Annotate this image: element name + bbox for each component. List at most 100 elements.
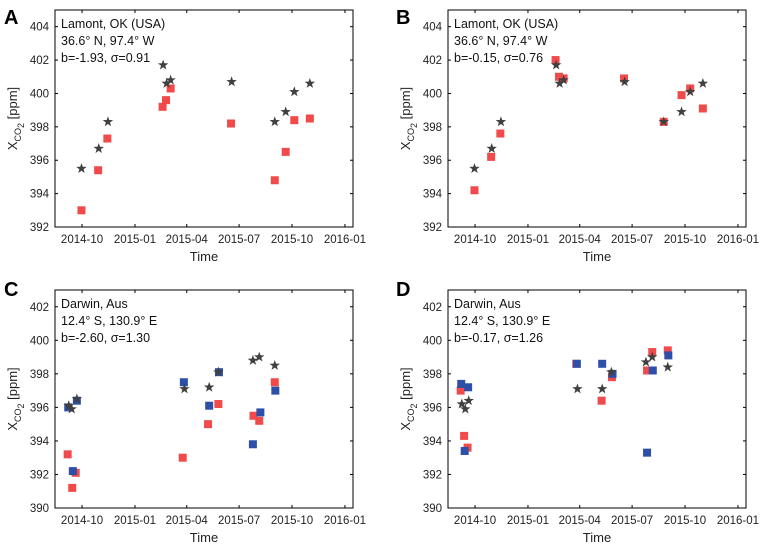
data-point-observation bbox=[213, 366, 224, 377]
data-point-model-alt bbox=[271, 386, 280, 395]
y-tick-label: 400 bbox=[30, 88, 49, 100]
y-tick-label: 398 bbox=[30, 369, 49, 381]
data-point-model-alt bbox=[464, 383, 473, 392]
data-point-model bbox=[305, 114, 314, 123]
data-point-model-alt bbox=[68, 467, 77, 476]
data-point-model bbox=[158, 102, 167, 111]
panel-letter: B bbox=[396, 7, 410, 29]
data-point-observation bbox=[606, 366, 617, 377]
data-point-observation bbox=[640, 356, 652, 367]
data-point-model bbox=[255, 416, 264, 425]
annotation-line: Darwin, Aus bbox=[61, 297, 128, 311]
x-tick-label: 2016-01 bbox=[324, 515, 366, 527]
data-point-model bbox=[249, 411, 258, 420]
data-point-observation bbox=[662, 361, 673, 372]
data-point-observation bbox=[76, 163, 87, 174]
annotation-line: Lamont, OK (USA) bbox=[61, 17, 165, 31]
panel-letter: C bbox=[4, 279, 18, 301]
data-point-observation bbox=[550, 59, 562, 70]
y-tick-label: 400 bbox=[423, 335, 442, 347]
data-point-model bbox=[270, 378, 279, 387]
data-point-observation bbox=[247, 354, 259, 365]
data-point-model-alt bbox=[205, 401, 214, 410]
axes-box bbox=[447, 9, 747, 228]
data-point-model bbox=[162, 96, 171, 105]
data-point-observation bbox=[456, 398, 468, 409]
data-point-observation bbox=[66, 403, 77, 414]
data-point-model-alt bbox=[179, 378, 188, 387]
y-tick-label: 398 bbox=[30, 122, 49, 134]
x-tick-label: 2015-04 bbox=[166, 234, 209, 246]
data-point-observation bbox=[558, 74, 569, 85]
y-tick-label: 404 bbox=[423, 22, 443, 34]
data-point-model-alt bbox=[643, 448, 652, 457]
y-tick-label: 390 bbox=[30, 503, 49, 515]
y-tick-label: 398 bbox=[423, 122, 442, 134]
data-point-observation bbox=[619, 76, 630, 87]
data-point-observation bbox=[157, 59, 169, 70]
panel-letter: D bbox=[396, 279, 410, 301]
data-point-model-alt bbox=[648, 366, 657, 375]
data-point-model bbox=[698, 104, 707, 113]
data-point-model bbox=[456, 386, 465, 395]
y-tick-label: 394 bbox=[30, 436, 50, 448]
axes-box bbox=[54, 9, 354, 228]
annotation-line: Darwin, Aus bbox=[454, 297, 521, 311]
data-point-model bbox=[270, 176, 279, 185]
annotation-line: Lamont, OK (USA) bbox=[454, 17, 558, 31]
data-point-observation bbox=[486, 143, 497, 153]
y-tick-label: 396 bbox=[30, 402, 49, 414]
y-tick-label: 396 bbox=[423, 402, 442, 414]
data-point-model-alt bbox=[572, 359, 581, 368]
data-point-observation bbox=[658, 116, 669, 127]
x-tick-label: 2015-07 bbox=[218, 515, 260, 527]
data-point-model bbox=[94, 166, 103, 175]
data-point-model-alt bbox=[457, 379, 466, 388]
data-point-model bbox=[496, 129, 505, 138]
y-tick-label: 400 bbox=[423, 88, 442, 100]
data-point-observation bbox=[684, 86, 696, 97]
annotation-line: 12.4° S, 130.9° E bbox=[454, 314, 550, 328]
data-point-model-alt bbox=[256, 408, 265, 417]
data-point-model-alt bbox=[598, 359, 607, 368]
data-point-observation bbox=[165, 74, 176, 85]
data-point-observation bbox=[596, 383, 608, 394]
x-tick-label: 2015-10 bbox=[271, 515, 313, 527]
data-point-model bbox=[290, 116, 299, 125]
panel-b: B 2014-10 2015-01 2015-04 2015-07 2015-10 2016… bbox=[396, 7, 759, 264]
data-point-observation bbox=[647, 351, 658, 362]
x-tick-label: 2015-01 bbox=[507, 234, 549, 246]
x-tick-label: 2015-07 bbox=[611, 515, 653, 527]
data-point-model bbox=[677, 91, 686, 100]
panel-a: A 2014-10 2015-01 2015-04 2015-07 2015-10 2016… bbox=[4, 7, 366, 264]
data-point-model bbox=[166, 84, 175, 93]
x-tick-label: 2015-10 bbox=[664, 515, 706, 527]
data-point-observation bbox=[280, 106, 291, 117]
annotation-line: b=-1.93, σ=0.91 bbox=[61, 51, 150, 65]
data-point-observation bbox=[676, 106, 687, 117]
axes-box bbox=[54, 289, 354, 509]
x-tick-label: 2014-10 bbox=[61, 234, 103, 246]
data-point-model bbox=[551, 56, 560, 65]
y-tick-label: 390 bbox=[423, 503, 442, 515]
data-point-observation bbox=[469, 163, 480, 174]
data-point-model bbox=[555, 72, 564, 81]
x-tick-label: 2015-10 bbox=[664, 234, 706, 246]
annotation-line: 36.6° N, 97.4° W bbox=[61, 34, 155, 48]
x-axis-title: Time bbox=[190, 530, 218, 545]
x-tick-label: 2015-04 bbox=[559, 515, 602, 527]
annotation-line: b=-0.15, σ=0.76 bbox=[454, 51, 543, 65]
data-point-model-alt bbox=[664, 351, 673, 360]
y-tick-label: 394 bbox=[423, 436, 443, 448]
data-point-model bbox=[470, 186, 479, 195]
data-point-model bbox=[103, 134, 112, 143]
data-point-model bbox=[663, 346, 672, 355]
data-point-observation bbox=[226, 76, 237, 87]
y-axis-title: XCO2 [ppm] bbox=[5, 87, 26, 150]
x-tick-label: 2015-01 bbox=[114, 515, 156, 527]
x-tick-label: 2015-01 bbox=[507, 515, 549, 527]
data-point-model bbox=[204, 420, 213, 429]
data-point-model bbox=[227, 119, 236, 128]
x-tick-label: 2015-07 bbox=[611, 234, 653, 246]
y-tick-label: 392 bbox=[423, 469, 442, 481]
